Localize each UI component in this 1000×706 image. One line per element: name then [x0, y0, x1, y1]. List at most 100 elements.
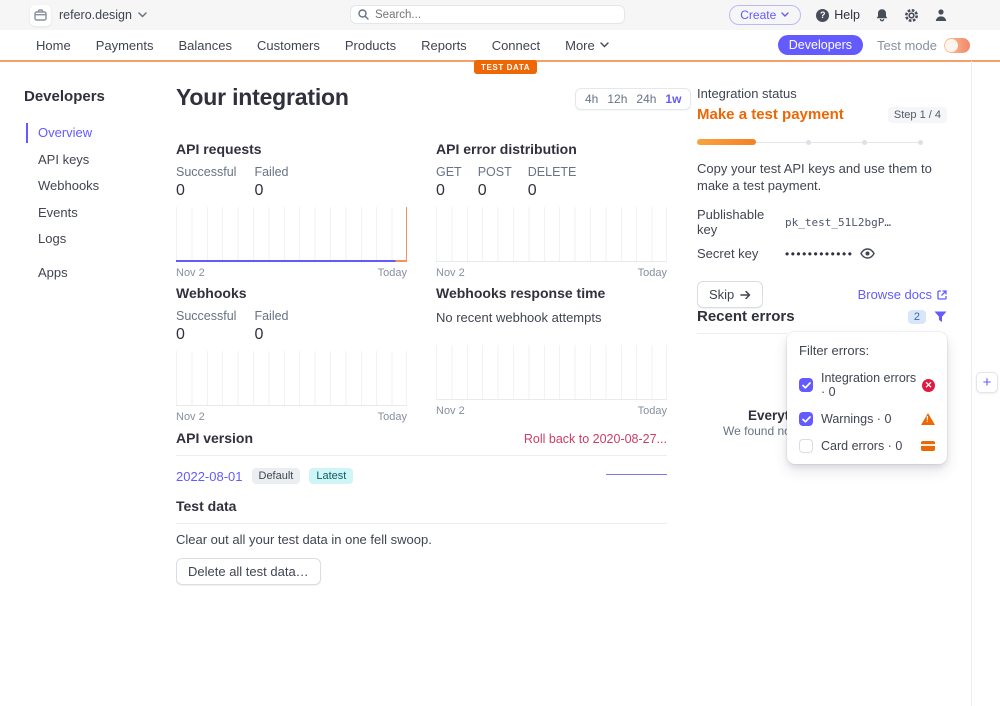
axis-end-label: Today	[377, 411, 407, 423]
stat-value: 0	[477, 182, 487, 199]
stat-value: 0	[254, 182, 264, 199]
api-requests-chart	[176, 207, 407, 262]
publishable-key-value[interactable]: pk_test_51L2bgP…	[785, 215, 891, 229]
api-version-title: API version	[176, 430, 254, 446]
top-bar: refero.design Create ? Help	[0, 0, 1000, 30]
nav-item-products[interactable]: Products	[344, 37, 397, 53]
workspace-name[interactable]: refero.design	[59, 8, 132, 22]
nav-item-customers[interactable]: Customers	[256, 37, 320, 53]
nav-item-connect[interactable]: Connect	[491, 37, 541, 53]
axis-start-label: Nov 2	[436, 405, 465, 417]
sidebar-item-api-keys[interactable]: API keys	[38, 151, 90, 167]
sidebar-item-overview[interactable]: Overview	[26, 123, 154, 143]
time-range-selector: 4h 12h 24h 1w	[575, 88, 692, 110]
chevron-down-icon[interactable]	[138, 12, 147, 18]
stat-value: 0	[527, 182, 537, 199]
integration-description: Copy your test API keys and use them to …	[697, 161, 932, 193]
secret-key-masked-value[interactable]: ••••••••••••	[785, 246, 854, 261]
test-data-ribbon-badge: TEST DATA	[474, 60, 538, 74]
skip-button-label: Skip	[709, 287, 735, 302]
nav-item-home[interactable]: Home	[36, 37, 71, 53]
briefcase-icon	[34, 9, 47, 21]
stat-value: 0	[254, 326, 264, 343]
filter-option-label: Warnings · 0	[821, 412, 892, 426]
checkbox-checked[interactable]	[799, 412, 813, 426]
empty-state-subtext-partial: We found no	[723, 424, 791, 438]
stat-value: 0	[176, 182, 185, 199]
nav-item-more[interactable]: More	[565, 38, 609, 53]
stat-label: GET	[436, 165, 462, 179]
settings-gear-icon[interactable]	[904, 8, 919, 23]
create-button[interactable]: Create	[729, 5, 802, 25]
arrow-right-icon	[740, 290, 751, 300]
webhooks-empty-message: No recent webhook attempts	[436, 310, 602, 325]
rollback-link[interactable]: Roll back to 2020-08-27...	[523, 432, 667, 446]
range-option-24h[interactable]: 24h	[636, 92, 657, 106]
filter-option-integration-errors[interactable]: Integration errors · 0 ✕	[799, 371, 935, 399]
progress-dot	[862, 139, 867, 145]
integration-progress-bar	[697, 139, 947, 145]
stat-value: 0	[176, 326, 185, 343]
divider	[697, 333, 787, 334]
webhooks-response-time-chart	[436, 345, 667, 400]
filter-errors-popup: Filter errors: Integration errors · 0 ✕ …	[787, 332, 947, 464]
latest-badge: Latest	[309, 468, 354, 484]
axis-end-label: Today	[637, 405, 667, 417]
search-bar[interactable]	[350, 5, 625, 24]
toggle-knob	[945, 38, 958, 52]
search-input[interactable]	[375, 8, 595, 21]
publishable-key-label: Publishable key	[697, 207, 765, 237]
nav-item-payments[interactable]: Payments	[95, 37, 154, 53]
help-label: Help	[834, 8, 860, 22]
search-icon	[358, 9, 369, 20]
developers-badge[interactable]: Developers	[777, 35, 864, 55]
axis-start-label: Nov 2	[176, 267, 205, 279]
test-data-description: Clear out all your test data in one fell…	[176, 532, 432, 547]
primary-nav: Home Payments Balances Customers Product…	[0, 30, 1000, 60]
sidebar-item-logs[interactable]: Logs	[38, 231, 67, 246]
reveal-eye-icon[interactable]	[860, 248, 876, 259]
api-version-link[interactable]: 2022-08-01	[176, 468, 243, 484]
stat-label: DELETE	[527, 165, 577, 179]
error-count-badge: 2	[907, 309, 926, 324]
secret-key-label: Secret key	[697, 246, 759, 261]
nav-item-balances[interactable]: Balances	[178, 37, 232, 53]
nav-item-reports[interactable]: Reports	[421, 37, 467, 53]
error-circle-icon: ✕	[922, 378, 935, 392]
range-option-12h[interactable]: 12h	[607, 92, 628, 106]
filter-option-label: Card errors · 0	[821, 439, 903, 453]
empty-state-heading-partial: Everyt	[748, 408, 790, 423]
help-button[interactable]: ? Help	[816, 8, 860, 22]
sidebar-item-apps[interactable]: Apps	[38, 265, 68, 280]
axis-start-label: Nov 2	[176, 411, 205, 423]
checkbox-unchecked[interactable]	[799, 439, 813, 453]
test-mode-toggle[interactable]	[944, 37, 970, 53]
redacted-link-underline	[606, 474, 667, 475]
add-plus-button[interactable]: +	[976, 372, 998, 393]
webhooks-response-time-section: Webhooks response time No recent webhook…	[436, 285, 667, 417]
skip-button[interactable]: Skip	[697, 281, 764, 308]
api-requests-title: API requests	[176, 141, 262, 157]
workspace-logo[interactable]	[30, 4, 51, 26]
api-error-distribution-section: API error distribution GET 0 POST 0 DELE…	[436, 141, 667, 279]
divider	[176, 523, 667, 524]
integration-status-panel: Integration status Make a test payment S…	[697, 86, 947, 308]
delete-test-data-button[interactable]: Delete all test data…	[176, 558, 321, 585]
stat-successful: Successful 0	[176, 309, 236, 344]
default-badge: Default	[251, 468, 301, 484]
browse-docs-link[interactable]: Browse docs	[858, 287, 947, 302]
user-avatar-icon[interactable]	[934, 8, 948, 22]
range-option-1w[interactable]: 1w	[665, 92, 682, 106]
range-option-4h[interactable]: 4h	[585, 92, 599, 106]
stat-get: GET 0	[436, 165, 462, 200]
recent-errors-title: Recent errors	[697, 308, 795, 325]
notifications-bell-icon[interactable]	[875, 8, 889, 23]
sidebar-item-events[interactable]: Events	[38, 204, 78, 220]
filter-funnel-icon[interactable]	[934, 311, 947, 323]
checkbox-checked[interactable]	[799, 378, 813, 392]
filter-option-warnings[interactable]: Warnings · 0	[799, 412, 935, 426]
nav-item-more-label: More	[565, 37, 595, 53]
sidebar-item-webhooks[interactable]: Webhooks	[38, 178, 100, 193]
webhooks-chart	[176, 351, 407, 406]
filter-option-card-errors[interactable]: Card errors · 0	[799, 439, 935, 453]
